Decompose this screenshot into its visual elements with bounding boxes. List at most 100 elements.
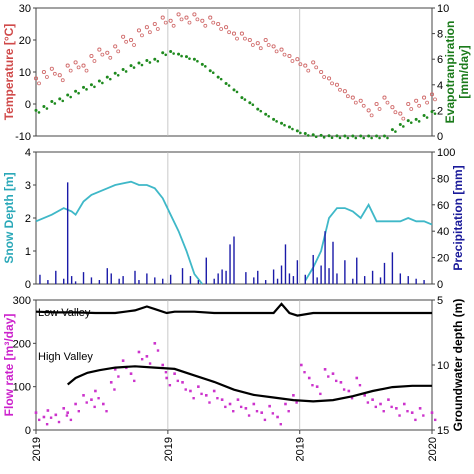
data-point xyxy=(77,91,80,95)
data-point xyxy=(62,407,66,410)
data-point xyxy=(280,121,284,125)
data-point xyxy=(73,60,78,65)
data-point xyxy=(69,95,72,99)
data-point xyxy=(231,31,237,36)
series-groundwater-depth-low-valley xyxy=(35,302,432,317)
data-point xyxy=(66,93,70,97)
data-point xyxy=(76,65,81,70)
data-point xyxy=(156,349,160,352)
data-point xyxy=(323,368,327,371)
x-tick-label: 2019 xyxy=(31,437,43,461)
data-point xyxy=(282,52,287,57)
y-axis-title-right: Precipitation [mm] xyxy=(451,165,465,270)
data-point xyxy=(322,75,327,79)
data-point xyxy=(398,122,402,126)
data-point xyxy=(422,114,426,118)
y-tick-label-left: 200 xyxy=(13,338,31,350)
data-point xyxy=(256,107,260,111)
data-point xyxy=(46,409,50,412)
data-point xyxy=(363,394,366,397)
data-point xyxy=(49,416,53,419)
data-point xyxy=(145,355,149,358)
data-point xyxy=(315,385,319,388)
data-point xyxy=(319,392,322,396)
data-point xyxy=(414,418,417,422)
data-point xyxy=(417,120,421,123)
data-point xyxy=(34,411,38,414)
y-tick-label-left: 3 xyxy=(25,180,31,192)
data-point xyxy=(200,392,203,396)
data-point xyxy=(322,136,326,139)
data-point xyxy=(374,405,377,409)
data-point xyxy=(366,108,371,113)
data-point xyxy=(244,407,248,410)
data-point xyxy=(351,134,355,138)
data-point xyxy=(390,128,394,132)
data-point xyxy=(227,84,231,87)
data-point xyxy=(65,63,70,68)
data-point xyxy=(263,418,267,422)
data-point xyxy=(353,100,358,105)
data-point xyxy=(335,134,339,138)
data-point xyxy=(252,402,256,406)
y-axis-title-right: Evapotranpiration xyxy=(443,21,457,124)
data-point xyxy=(300,363,303,367)
data-point xyxy=(334,82,340,87)
data-point xyxy=(284,402,287,406)
data-point xyxy=(369,113,374,118)
y-tick-label-left: -10 xyxy=(15,131,31,143)
y-tick-label-left: 0 xyxy=(25,99,31,111)
data-point xyxy=(409,121,413,124)
data-point xyxy=(402,125,405,128)
data-point xyxy=(34,108,38,112)
data-point xyxy=(97,397,100,400)
data-point xyxy=(343,134,347,138)
data-point xyxy=(57,73,62,78)
data-point xyxy=(82,85,86,89)
data-point xyxy=(168,384,172,387)
data-point xyxy=(192,57,196,61)
data-point xyxy=(370,136,373,140)
data-point xyxy=(200,62,204,66)
data-point xyxy=(172,52,175,55)
data-point xyxy=(181,381,184,384)
x-tick-label: 2019 xyxy=(163,437,175,461)
data-point xyxy=(274,49,279,54)
data-point xyxy=(395,407,398,410)
data-point xyxy=(133,379,136,383)
data-point xyxy=(81,63,86,68)
data-point xyxy=(255,41,260,46)
data-point xyxy=(165,376,168,380)
data-point xyxy=(307,376,311,380)
data-point xyxy=(160,15,165,20)
y-tick-label-left: 30 xyxy=(19,3,31,15)
data-point xyxy=(382,410,385,413)
data-point xyxy=(137,350,141,354)
series-flow-rate xyxy=(34,342,437,426)
data-point xyxy=(184,388,187,391)
annotation-low-valley: Low Valley xyxy=(38,307,91,319)
data-point xyxy=(347,389,351,393)
data-point xyxy=(235,36,239,41)
panel-flow-groundwater: 0 100 200 300 15 10 5 Flow rate [m³/day] Groundw… xyxy=(2,295,465,437)
data-point xyxy=(394,130,397,133)
data-point xyxy=(113,44,118,49)
data-point xyxy=(192,12,197,17)
data-point xyxy=(378,136,381,140)
data-point xyxy=(148,362,152,365)
annotation-high-valley: High Valley xyxy=(38,351,93,363)
data-point xyxy=(144,25,149,30)
data-point xyxy=(228,402,232,406)
data-point xyxy=(163,20,168,25)
data-point xyxy=(266,43,271,47)
snow-depth-line xyxy=(35,180,433,285)
data-point xyxy=(124,39,129,44)
series-evapotranspiration xyxy=(34,50,437,140)
data-point xyxy=(50,99,54,103)
data-point xyxy=(52,71,57,76)
data-point xyxy=(113,388,116,391)
data-point xyxy=(345,94,350,99)
data-point xyxy=(393,110,398,115)
data-point xyxy=(342,388,346,391)
